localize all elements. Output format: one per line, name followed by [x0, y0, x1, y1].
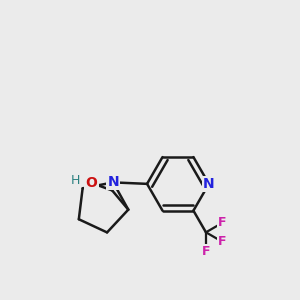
Text: F: F [218, 236, 227, 248]
Text: N: N [203, 177, 215, 191]
Text: O: O [85, 176, 98, 190]
Text: H: H [70, 174, 80, 187]
Text: F: F [218, 216, 227, 229]
Text: N: N [107, 176, 119, 189]
Text: F: F [202, 245, 210, 258]
